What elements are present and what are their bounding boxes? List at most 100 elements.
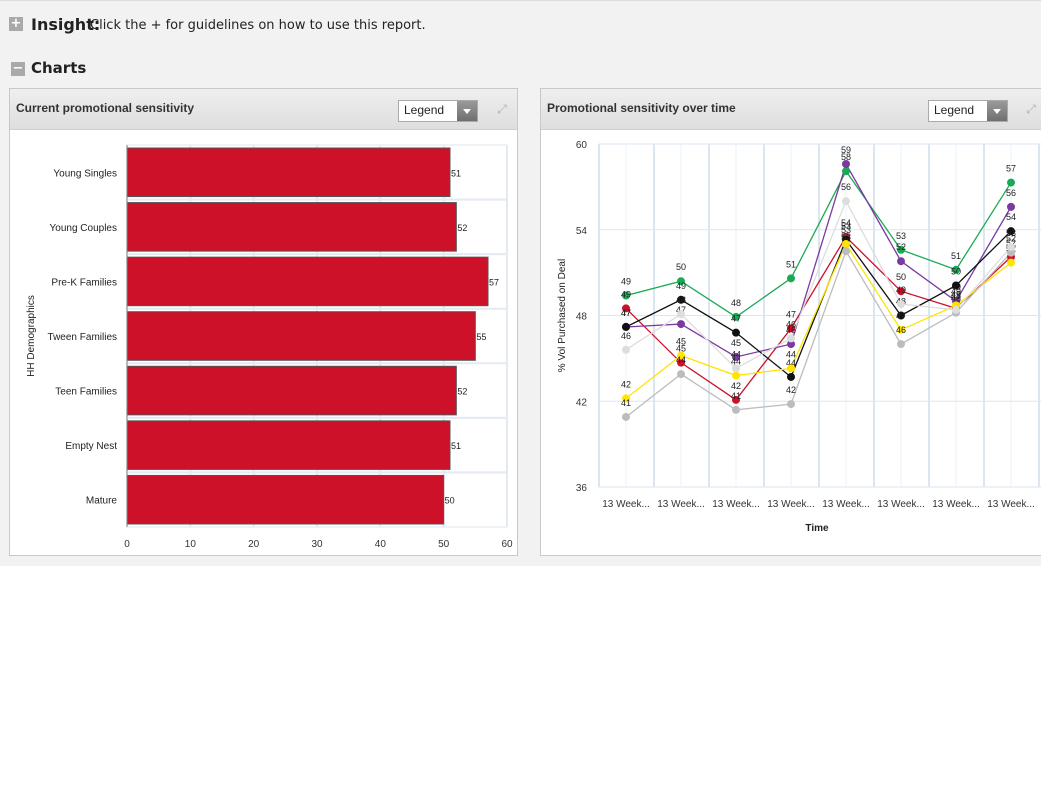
data-point	[897, 245, 905, 254]
data-point	[622, 412, 630, 421]
x-tick-label: 40	[375, 539, 387, 550]
data-label: 54	[841, 218, 851, 228]
data-label: 46	[786, 319, 796, 329]
data-label: 47	[896, 311, 906, 321]
insight-guidelines-text: Click the + for guidelines on how to use…	[90, 18, 426, 33]
data-label: 50	[676, 262, 686, 272]
charts-section-title: Charts	[31, 59, 87, 77]
data-label: 44	[731, 349, 741, 359]
data-label: 52	[1006, 234, 1016, 244]
data-label: 49	[676, 281, 686, 291]
x-tick-label: 13 Week...	[712, 499, 760, 510]
data-label: 56	[841, 182, 851, 192]
data-label: 47	[621, 308, 631, 318]
category-label: Empty Nest	[65, 441, 117, 452]
bar	[126, 420, 451, 470]
data-label: 57	[489, 277, 499, 287]
data-label: 53	[841, 225, 851, 235]
data-label: 44	[676, 355, 686, 365]
category-label: Young Singles	[53, 168, 117, 179]
data-point	[677, 310, 685, 319]
data-point	[897, 257, 905, 266]
charts-header: − Charts	[0, 45, 1041, 85]
data-label: 51	[951, 251, 961, 261]
data-label: 50	[445, 496, 455, 506]
series-line	[625, 162, 1012, 358]
data-label: 45	[731, 338, 741, 348]
data-label: 58	[841, 152, 851, 162]
series-line	[625, 230, 1012, 379]
x-tick-label: 60	[501, 539, 513, 550]
collapse-charts-button[interactable]: −	[11, 61, 25, 76]
data-label: 49	[621, 289, 631, 299]
legend-dropdown[interactable]: Legend	[398, 100, 478, 122]
data-label: 50	[951, 266, 961, 276]
data-label: 48	[951, 294, 961, 304]
data-label: 47	[621, 308, 631, 318]
data-point	[677, 320, 685, 329]
data-point	[677, 277, 685, 286]
data-label: 44	[731, 357, 741, 367]
data-label: 53	[1006, 228, 1016, 238]
chevron-down-icon[interactable]	[457, 101, 477, 121]
data-label: 48	[951, 291, 961, 301]
data-label: 48	[676, 295, 686, 305]
data-label: 53	[841, 221, 851, 231]
x-tick-label: 13 Week...	[602, 499, 650, 510]
data-label: 52	[457, 387, 467, 397]
data-label: 49	[951, 286, 961, 296]
data-label: 42	[731, 381, 741, 391]
data-label: 53	[896, 231, 906, 241]
data-label: 59	[841, 145, 851, 155]
y-tick-label: 60	[576, 140, 588, 151]
data-point	[787, 340, 795, 349]
y-tick-label: 42	[576, 397, 588, 408]
bar	[126, 365, 457, 416]
x-tick-label: 0	[124, 539, 130, 550]
data-point	[842, 167, 850, 176]
expand-icon[interactable]: ⤢	[1026, 102, 1036, 116]
category-label: Tween Families	[48, 332, 117, 343]
data-point	[787, 324, 795, 333]
data-label: 47	[786, 309, 796, 319]
data-point	[677, 358, 685, 367]
data-point	[1007, 248, 1015, 257]
bar-chart-panel: Current promotional sensitivity Legend ⤢…	[9, 88, 518, 556]
data-label: 46	[786, 325, 796, 335]
legend-dropdown-label: Legend	[404, 103, 445, 117]
chevron-down-icon[interactable]	[987, 101, 1007, 121]
data-label: 49	[951, 289, 961, 299]
line-chart: 13 Week... 13 Week... 13 Week... 13 Week...…	[557, 140, 1041, 534]
insight-header: + Insight: Click the + for guidelines on…	[0, 0, 1041, 46]
panel-title: Promotional sensitivity over time	[547, 101, 736, 115]
series-line	[625, 199, 1012, 370]
data-point	[787, 334, 795, 343]
data-label: 46	[896, 325, 906, 335]
category-label: Pre-K Families	[51, 277, 117, 288]
data-label: 50	[896, 272, 906, 282]
x-tick-label: 13 Week...	[767, 499, 815, 510]
data-point	[897, 325, 905, 334]
data-point	[732, 371, 740, 380]
series-line	[625, 169, 1012, 318]
data-point	[897, 300, 905, 309]
data-label: 49	[896, 285, 906, 295]
data-point	[622, 291, 630, 300]
data-point	[732, 395, 740, 404]
data-point	[842, 197, 850, 206]
legend-dropdown[interactable]: Legend	[928, 100, 1008, 122]
expand-icon[interactable]: ⤢	[497, 102, 507, 116]
legend-dropdown-label: Legend	[934, 103, 975, 117]
y-axis-title: HH Demographics	[26, 295, 37, 377]
x-axis-title: Time	[805, 523, 829, 534]
data-point	[897, 311, 905, 320]
x-tick-label: 13 Week...	[657, 499, 705, 510]
data-point	[677, 370, 685, 379]
data-label: 57	[1006, 164, 1016, 174]
category-label: Teen Families	[55, 387, 117, 398]
expand-insight-button[interactable]: +	[9, 16, 23, 31]
x-tick-label: 13 Week...	[822, 499, 870, 510]
data-point	[622, 345, 630, 354]
line-chart-panel: Promotional sensitivity over time Legend…	[540, 88, 1041, 556]
data-point	[842, 247, 850, 256]
